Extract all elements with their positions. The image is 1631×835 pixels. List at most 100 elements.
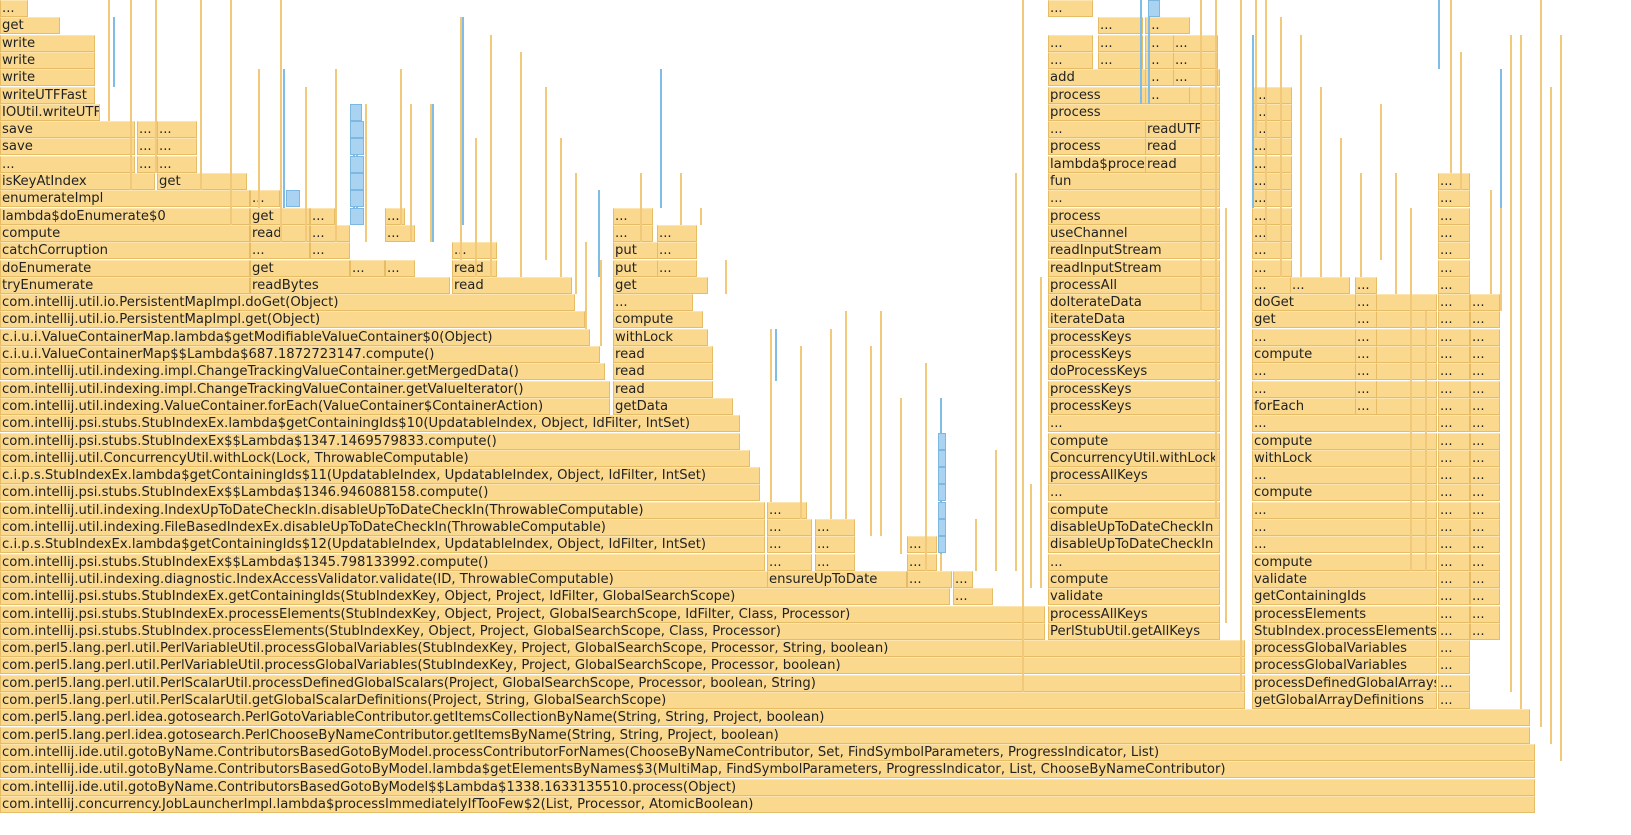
- frame-sliver[interactable]: [1450, 0, 1452, 173]
- stack-frame[interactable]: ...: [1252, 208, 1292, 225]
- stack-frame[interactable]: ...: [1048, 415, 1220, 432]
- stack-frame[interactable]: com.intellij.util.indexing.IndexUpToDate…: [0, 502, 765, 519]
- stack-frame[interactable]: processKeys: [1048, 398, 1220, 415]
- frame-sliver[interactable]: [1540, 0, 1542, 727]
- native-frame[interactable]: [350, 156, 364, 173]
- stack-frame[interactable]: doProcessKeys: [1048, 363, 1220, 380]
- stack-frame[interactable]: processAllKeys: [1048, 606, 1220, 623]
- stack-frame[interactable]: isKeyAtIndex: [0, 173, 155, 190]
- stack-frame[interactable]: ...: [1048, 554, 1220, 571]
- stack-frame[interactable]: put: [613, 242, 658, 259]
- stack-frame[interactable]: ...: [1252, 381, 1437, 398]
- stack-frame[interactable]: ...: [613, 225, 653, 242]
- stack-frame[interactable]: ...: [1470, 519, 1500, 536]
- native-frame[interactable]: [938, 467, 946, 484]
- frame-sliver[interactable]: [880, 311, 882, 536]
- stack-frame[interactable]: ...: [1290, 277, 1350, 294]
- frame-sliver[interactable]: [520, 52, 522, 277]
- stack-frame[interactable]: ...: [1470, 363, 1500, 380]
- stack-frame[interactable]: ...: [1470, 588, 1500, 605]
- stack-frame[interactable]: disableUpToDateCheckIn: [1048, 536, 1220, 553]
- stack-frame[interactable]: compute: [1252, 484, 1437, 501]
- native-frame-sliver[interactable]: [775, 329, 777, 381]
- stack-frame[interactable]: ...: [1355, 398, 1377, 415]
- stack-frame[interactable]: com.intellij.ide.util.gotoByName.Contrib…: [0, 779, 1535, 796]
- frame-sliver[interactable]: [1395, 173, 1397, 294]
- stack-frame[interactable]: write: [0, 69, 95, 86]
- stack-frame[interactable]: save: [0, 138, 135, 155]
- stack-frame[interactable]: ...: [1438, 536, 1470, 553]
- stack-frame[interactable]: save: [0, 121, 135, 138]
- stack-frame[interactable]: ...: [0, 156, 135, 173]
- stack-frame[interactable]: com.intellij.psi.stubs.StubIndexEx.getCo…: [0, 588, 950, 605]
- frame-sliver[interactable]: [1410, 208, 1412, 571]
- stack-frame[interactable]: ...: [1470, 329, 1500, 346]
- stack-frame[interactable]: withLock: [613, 329, 708, 346]
- stack-frame[interactable]: com.intellij.psi.stubs.StubIndexEx$$Lamb…: [0, 433, 740, 450]
- stack-frame[interactable]: ...: [1355, 277, 1377, 294]
- stack-frame[interactable]: ...: [1438, 363, 1470, 380]
- stack-frame[interactable]: tryEnumerate: [0, 277, 250, 294]
- stack-frame[interactable]: ...: [350, 260, 385, 277]
- stack-frame[interactable]: ...: [1438, 623, 1470, 640]
- stack-frame[interactable]: ...: [1145, 87, 1190, 104]
- stack-frame[interactable]: get: [1252, 311, 1437, 328]
- stack-frame[interactable]: doEnumerate: [0, 260, 250, 277]
- stack-frame[interactable]: com.intellij.util.indexing.impl.ChangeTr…: [0, 363, 605, 380]
- stack-frame[interactable]: ...: [1438, 554, 1470, 571]
- stack-frame[interactable]: ...: [1252, 242, 1292, 259]
- frame-sliver[interactable]: [585, 242, 587, 329]
- frame-sliver[interactable]: [975, 519, 977, 571]
- stack-frame[interactable]: com.intellij.psi.stubs.StubIndexEx$$Lamb…: [0, 484, 760, 501]
- frame-sliver[interactable]: [305, 87, 307, 242]
- stack-frame[interactable]: ...: [1355, 381, 1377, 398]
- stack-frame[interactable]: doIterateData: [1048, 294, 1220, 311]
- stack-frame[interactable]: doGet: [1252, 294, 1437, 311]
- frame-sliver[interactable]: [1380, 104, 1382, 260]
- stack-frame[interactable]: com.intellij.psi.stubs.StubIndexEx.proce…: [0, 606, 1045, 623]
- stack-frame[interactable]: ...: [815, 536, 855, 553]
- stack-frame[interactable]: ...: [1355, 363, 1377, 380]
- stack-frame[interactable]: c.i.p.s.StubIndexEx.lambda$getContaining…: [0, 536, 765, 553]
- frame-sliver[interactable]: [1215, 0, 1217, 519]
- stack-frame[interactable]: ...: [137, 138, 157, 155]
- native-frame-sliver[interactable]: [462, 17, 464, 225]
- stack-frame[interactable]: ...: [657, 260, 697, 277]
- stack-frame[interactable]: compute: [1048, 433, 1220, 450]
- frame-sliver[interactable]: [1550, 87, 1552, 744]
- stack-frame[interactable]: ...: [310, 208, 335, 225]
- stack-frame[interactable]: IOUtil.writeUTF: [0, 104, 100, 121]
- stack-frame[interactable]: ...: [137, 156, 157, 173]
- stack-frame[interactable]: ...: [1173, 35, 1218, 52]
- stack-frame[interactable]: read: [613, 346, 713, 363]
- frame-sliver[interactable]: [1425, 311, 1427, 571]
- frame-sliver[interactable]: [280, 0, 282, 242]
- native-frame-sliver[interactable]: [660, 69, 662, 208]
- native-frame[interactable]: [350, 104, 362, 121]
- native-frame[interactable]: [1148, 0, 1160, 17]
- stack-frame[interactable]: useChannel: [1048, 225, 1220, 242]
- stack-frame[interactable]: ...: [1470, 346, 1500, 363]
- stack-frame[interactable]: ...: [1438, 433, 1470, 450]
- stack-frame[interactable]: c.i.u.i.ValueContainerMap.lambda$getModi…: [0, 329, 590, 346]
- stack-frame[interactable]: processAllKeys: [1048, 467, 1220, 484]
- stack-frame[interactable]: ...: [1098, 17, 1143, 34]
- stack-frame[interactable]: ...: [1438, 329, 1470, 346]
- stack-frame[interactable]: ...: [1470, 623, 1500, 640]
- stack-frame[interactable]: ...: [1438, 588, 1470, 605]
- stack-frame[interactable]: compute: [1252, 554, 1437, 571]
- stack-frame[interactable]: compute: [0, 225, 250, 242]
- stack-frame[interactable]: disableUpToDateCheckIn: [1048, 519, 1220, 536]
- stack-frame[interactable]: ...: [1355, 329, 1377, 346]
- stack-frame[interactable]: validate: [1048, 588, 1220, 605]
- stack-frame[interactable]: ...: [1438, 346, 1470, 363]
- native-frame-sliver[interactable]: [1252, 35, 1254, 208]
- stack-frame[interactable]: ...: [1470, 433, 1500, 450]
- stack-frame[interactable]: ...: [1438, 208, 1470, 225]
- stack-frame[interactable]: ...: [1470, 554, 1500, 571]
- frame-sliver[interactable]: [800, 346, 802, 519]
- stack-frame[interactable]: ...: [815, 519, 855, 536]
- frame-sliver[interactable]: [900, 398, 902, 554]
- frame-sliver[interactable]: [640, 173, 642, 242]
- frame-sliver[interactable]: [475, 138, 477, 277]
